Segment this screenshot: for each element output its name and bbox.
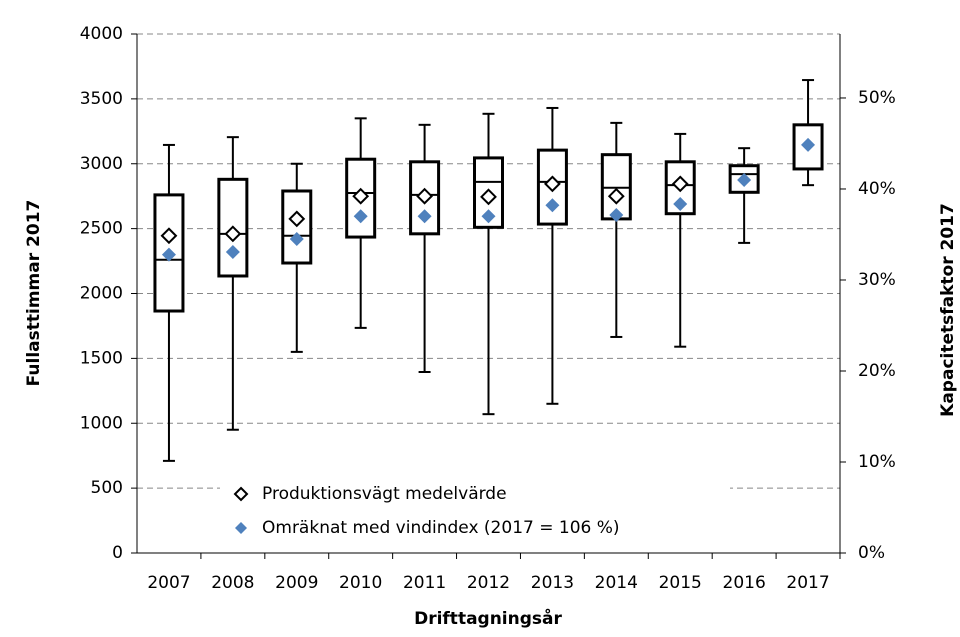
- y2-tick-label: 30%: [858, 270, 896, 290]
- box: [345, 157, 377, 239]
- x-tick-label: 2015: [659, 573, 702, 593]
- marker: [224, 225, 242, 243]
- x-tick-label: 2010: [339, 573, 382, 593]
- y-tick-label: 1000: [80, 413, 123, 433]
- x-tick-label: 2007: [147, 573, 190, 593]
- y2-tick-label: 50%: [858, 88, 896, 108]
- x-tick-label: 2009: [275, 573, 318, 593]
- y-tick-label: 2000: [80, 284, 123, 304]
- y-tick-label: 2500: [80, 219, 123, 239]
- x-tick-label: 2016: [723, 573, 766, 593]
- marker: [417, 209, 432, 224]
- marker: [480, 188, 497, 206]
- y-tick-label: 0: [112, 543, 123, 563]
- x-tick-label: 2012: [467, 573, 510, 593]
- y-tick-label: 3000: [80, 154, 123, 174]
- y2-tick-label: 20%: [858, 361, 896, 381]
- y-axis-title: Fullasttimmar 2017: [24, 200, 44, 387]
- legend-box: [220, 475, 730, 547]
- y2-tick-label: 0%: [858, 543, 885, 563]
- marker: [416, 187, 434, 205]
- marker: [289, 232, 304, 247]
- x-tick-label: 2011: [403, 573, 446, 593]
- marker: [673, 196, 688, 211]
- marker: [545, 198, 560, 213]
- x-tick-label: 2014: [595, 573, 638, 593]
- marker: [607, 187, 625, 205]
- legend-label: Produktionsvägt medelvärde: [262, 484, 507, 504]
- x-tick-label: 2013: [531, 573, 574, 593]
- box: [153, 193, 185, 313]
- y2-axis-title: Kapacitetsfaktor 2017: [938, 203, 958, 417]
- marker: [160, 227, 178, 245]
- marker: [801, 137, 816, 152]
- legend-label: Omräknat med vindindex (2017 = 106 %): [262, 518, 620, 538]
- legend-marker: [235, 522, 247, 534]
- x-tick-label: 2008: [211, 573, 254, 593]
- y-tick-label: 500: [91, 478, 123, 498]
- x-axis-title: Drifttagningsår: [414, 607, 562, 629]
- marker: [288, 210, 306, 228]
- box: [792, 123, 824, 171]
- marker: [353, 209, 368, 224]
- y2-tick-label: 40%: [858, 179, 896, 199]
- x-tick-label: 2017: [786, 573, 829, 593]
- marker: [671, 175, 689, 193]
- marker: [543, 175, 561, 193]
- marker: [352, 187, 370, 205]
- y-tick-label: 3500: [80, 89, 123, 109]
- y-tick-label: 4000: [80, 24, 123, 44]
- marker: [481, 209, 496, 224]
- legend-marker: [233, 486, 249, 502]
- marker: [737, 172, 752, 187]
- marker: [609, 208, 624, 223]
- marker: [161, 247, 176, 262]
- y2-tick-label: 10%: [858, 452, 896, 472]
- marker: [225, 244, 240, 259]
- y-tick-label: 1500: [80, 348, 123, 368]
